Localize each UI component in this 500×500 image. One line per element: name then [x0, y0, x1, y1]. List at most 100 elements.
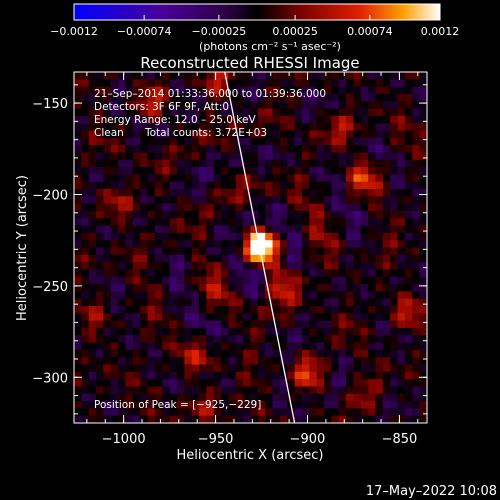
heatmap-cell [346, 145, 354, 153]
heatmap-cell [316, 101, 325, 109]
heatmap-cell [81, 342, 90, 351]
heatmap-cell [257, 320, 266, 329]
heatmap-cell [81, 218, 90, 226]
heatmap-cell [81, 203, 90, 212]
heatmap-cell [382, 269, 391, 278]
heatmap-cell [140, 101, 148, 109]
heatmap-cell [110, 196, 119, 205]
heatmap-cell [199, 364, 207, 373]
heatmap-cell [169, 130, 178, 139]
heatmap-cell [221, 130, 229, 139]
heatmap-cell [213, 137, 222, 146]
heatmap-cell [419, 115, 427, 124]
heatmap-cell [74, 210, 82, 219]
heatmap-cell [353, 218, 362, 226]
heatmap-cell [125, 137, 134, 146]
heatmap-cell [228, 313, 237, 322]
heatmap-cell [221, 218, 229, 226]
heatmap-cell [206, 401, 215, 409]
heatmap-cell [176, 320, 185, 329]
heatmap-cell [272, 86, 281, 95]
heatmap-cell [353, 342, 362, 351]
heatmap-cell [154, 386, 163, 395]
heatmap-cell [309, 371, 318, 380]
colorbar-tick-label: −0.00074 [117, 25, 172, 38]
heatmap-cell [294, 393, 303, 402]
heatmap-cell [272, 247, 281, 256]
heatmap-cell [132, 269, 141, 278]
heatmap-cell [228, 254, 237, 263]
heatmap-cell [221, 232, 229, 241]
heatmap-cell [154, 298, 163, 307]
heatmap-cell [316, 240, 325, 248]
heatmap-cell [250, 240, 259, 248]
heatmap-cell [243, 152, 251, 161]
heatmap-cell [140, 327, 148, 336]
heatmap-cell [110, 254, 119, 263]
heatmap-cell [147, 262, 156, 270]
heatmap-cell [162, 408, 170, 417]
heatmap-cell [250, 167, 259, 175]
heatmap-cell [81, 313, 90, 322]
heatmap-cell [390, 320, 398, 329]
plot-frame [73, 71, 428, 424]
heatmap-cell [368, 115, 376, 124]
heatmap-cell [81, 137, 90, 146]
heatmap-cell [382, 313, 391, 322]
heatmap-cell [287, 291, 296, 300]
heatmap-cell [346, 232, 354, 241]
heatmap-cell [132, 189, 141, 197]
heatmap-cell [353, 276, 362, 285]
heatmap-cell [360, 196, 369, 205]
heatmap-cell [147, 269, 156, 278]
heatmap-cell [88, 320, 97, 329]
heatmap-cell [279, 137, 288, 146]
heatmap-cell [287, 203, 296, 212]
heatmap-cell [243, 86, 251, 95]
heatmap-cell [397, 291, 406, 300]
heatmap-cell [213, 269, 222, 278]
heatmap-cell [81, 123, 90, 131]
heatmap-cell [110, 123, 119, 131]
heatmap-cell [250, 181, 259, 190]
heatmap-cell [375, 364, 384, 373]
heatmap-cell [316, 86, 325, 95]
heatmap-cell [125, 93, 134, 102]
heatmap-cell [287, 72, 296, 80]
heatmap-cell [301, 306, 310, 314]
heatmap-cell [206, 130, 215, 139]
heatmap-cell [235, 86, 244, 95]
heatmap-cell [294, 306, 303, 314]
heatmap-cell [125, 79, 134, 88]
heatmap-cell [294, 167, 303, 175]
heatmap-cell [382, 240, 391, 248]
heatmap-cell [103, 276, 112, 285]
heatmap-cell [184, 247, 193, 256]
heatmap-cell [301, 240, 310, 248]
heatmap-cell [257, 327, 266, 336]
heatmap-cell [243, 298, 251, 307]
heatmap-cell [272, 152, 281, 161]
heatmap-cell [140, 240, 148, 248]
heatmap-cell [96, 254, 104, 263]
heatmap-cell [176, 218, 185, 226]
heatmap-cell [132, 225, 141, 234]
heatmap-cell [162, 181, 170, 190]
heatmap-cell [228, 240, 237, 248]
heatmap-cell [301, 181, 310, 190]
heatmap-cell [221, 291, 229, 300]
heatmap-cell [375, 415, 384, 423]
heatmap-cell [309, 327, 318, 336]
heatmap-cell [74, 357, 82, 365]
heatmap-cell [294, 189, 303, 197]
heatmap-cell [397, 137, 406, 146]
chart-title: Reconstructed RHESSI Image [140, 54, 359, 72]
heatmap-cell [125, 196, 134, 205]
heatmap-cell [140, 393, 148, 402]
y-axis-label: Heliocentric Y (arcsec) [15, 175, 30, 321]
heatmap-cell [257, 306, 266, 314]
heatmap-cell [228, 349, 237, 358]
heatmap-cell [228, 357, 237, 365]
heatmap-cell [243, 210, 251, 219]
heatmap-cell [272, 284, 281, 292]
